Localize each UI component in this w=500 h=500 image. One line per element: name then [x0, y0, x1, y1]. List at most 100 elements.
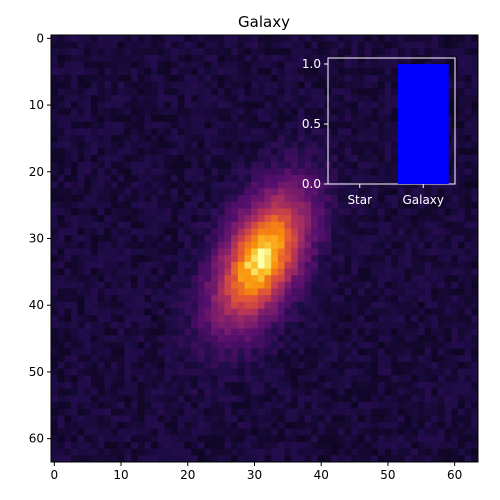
heatmap-cell — [364, 455, 372, 463]
heatmap-cell — [277, 335, 286, 343]
heatmap-cell — [291, 221, 299, 229]
heatmap-cell — [171, 255, 179, 263]
heatmap-cell — [257, 188, 265, 196]
heatmap-cell — [131, 95, 139, 103]
heatmap-cell — [271, 48, 279, 56]
heatmap-cell — [97, 108, 105, 116]
heatmap-cell — [391, 241, 399, 249]
heatmap-cell — [157, 161, 165, 169]
heatmap-cell — [291, 155, 299, 163]
heatmap-cell — [444, 335, 452, 343]
heatmap-cell — [331, 321, 339, 330]
heatmap-cell — [391, 148, 399, 156]
heatmap-cell — [197, 121, 205, 129]
heatmap-cell — [57, 295, 65, 303]
heatmap-cell — [244, 241, 252, 249]
heatmap-cell — [117, 355, 125, 363]
heatmap-cell — [304, 295, 312, 303]
heatmap-cell — [337, 395, 346, 403]
heatmap-cell — [51, 121, 59, 129]
heatmap-cell — [351, 448, 359, 456]
heatmap-cell — [171, 235, 179, 243]
heatmap-cell — [444, 41, 452, 49]
heatmap-cell — [317, 421, 326, 430]
heatmap-cell — [431, 261, 439, 270]
heatmap-cell — [84, 148, 92, 156]
heatmap-cell — [344, 208, 352, 216]
heatmap-cell — [157, 195, 165, 203]
heatmap-cell — [317, 441, 326, 450]
heatmap-cell — [231, 221, 239, 229]
heatmap-cell — [437, 375, 446, 383]
heatmap-cell — [471, 181, 479, 189]
heatmap-cell — [464, 421, 472, 430]
heatmap-cell — [277, 295, 286, 303]
heatmap-cell — [197, 275, 205, 283]
heatmap-cell — [284, 61, 292, 69]
heatmap-cell — [144, 88, 152, 96]
heatmap-cell — [197, 128, 205, 136]
heatmap-cell — [451, 361, 459, 370]
heatmap-cell — [457, 428, 466, 436]
heatmap-cell — [337, 141, 346, 149]
heatmap-cell — [357, 241, 366, 249]
heatmap-cell — [111, 455, 119, 463]
heatmap-cell — [457, 215, 466, 223]
heatmap-cell — [337, 261, 346, 270]
heatmap-cell — [331, 401, 339, 410]
heatmap-cell — [331, 441, 339, 450]
heatmap-cell — [371, 361, 379, 370]
heatmap-cell — [57, 448, 65, 456]
heatmap-cell — [437, 395, 446, 403]
heatmap-cell — [411, 348, 419, 356]
heatmap-cell — [191, 48, 199, 56]
heatmap-cell — [84, 81, 92, 89]
heatmap-cell — [151, 348, 159, 356]
heatmap-cell — [164, 155, 172, 163]
heatmap-cell — [91, 61, 99, 69]
heatmap-cell — [131, 455, 139, 463]
heatmap-cell — [97, 128, 105, 136]
heatmap-cell — [217, 421, 225, 430]
heatmap-cell — [84, 141, 92, 149]
heatmap-cell — [197, 361, 205, 370]
heatmap-cell — [164, 201, 172, 209]
bar-galaxy — [397, 64, 449, 184]
heatmap-cell — [357, 321, 366, 330]
heatmap-cell — [271, 88, 279, 96]
heatmap-cell — [417, 268, 426, 276]
heatmap-cell — [191, 35, 199, 43]
heatmap-cell — [197, 215, 205, 223]
heatmap-cell — [124, 288, 132, 296]
heatmap-cell — [344, 101, 352, 109]
heatmap-cell — [271, 215, 279, 223]
heatmap-cell — [217, 261, 225, 270]
heatmap-cell — [311, 108, 319, 116]
heatmap-cell — [357, 248, 366, 256]
heatmap-cell — [444, 55, 452, 63]
heatmap-cell — [457, 208, 466, 216]
heatmap-cell — [137, 448, 145, 456]
heatmap-cell — [471, 135, 479, 143]
heatmap-cell — [57, 108, 65, 116]
heatmap-cell — [184, 108, 192, 116]
heatmap-cell — [204, 368, 212, 376]
heatmap-cell — [331, 228, 339, 236]
heatmap-cell — [417, 341, 426, 350]
heatmap-cell — [457, 88, 466, 96]
heatmap-cell — [351, 368, 359, 376]
heatmap-cell — [257, 208, 265, 216]
heatmap-cell — [111, 101, 119, 109]
heatmap-cell — [371, 135, 379, 143]
heatmap-cell — [317, 281, 326, 290]
heatmap-cell — [364, 341, 372, 350]
heatmap-cell — [71, 35, 79, 43]
heatmap-cell — [77, 228, 85, 236]
heatmap-cell — [124, 201, 132, 209]
heatmap-cell — [264, 168, 272, 176]
heatmap-cell — [77, 68, 85, 76]
heatmap-cell — [457, 108, 466, 116]
heatmap-cell — [304, 421, 312, 430]
heatmap-cell — [424, 381, 432, 390]
heatmap-cell — [277, 128, 286, 136]
